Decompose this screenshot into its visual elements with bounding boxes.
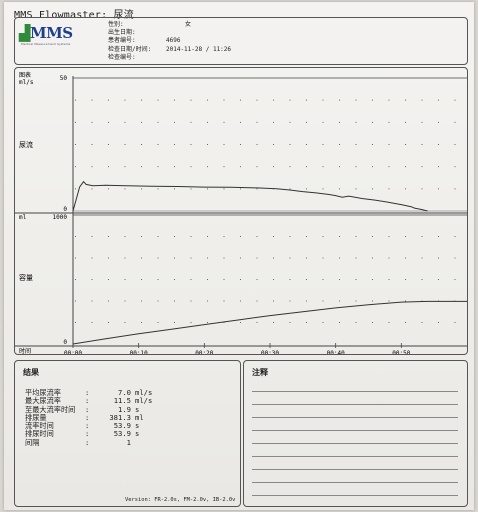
- patient-dob-row: 出生日期:: [108, 29, 231, 37]
- notes-panel: 注释: [243, 360, 468, 507]
- result-value: 7.0: [118, 388, 131, 397]
- field-label: 检查日期/时间:: [108, 45, 152, 53]
- report-page: MMS Flowmaster: 尿流 ▟MMS Medical Measurem…: [4, 2, 474, 510]
- result-label: 最大尿流率: [25, 396, 61, 406]
- time-tick-label: 00:10: [130, 350, 148, 354]
- result-unit: s: [135, 429, 140, 439]
- result-value: 53.9: [113, 429, 131, 439]
- result-colon: :: [85, 429, 90, 439]
- logo-text: MMS: [30, 24, 73, 42]
- result-unit: ml: [135, 412, 144, 422]
- result-colon: :: [85, 421, 90, 431]
- notes-line: [252, 456, 458, 457]
- result-unit: ml/s: [135, 396, 153, 406]
- time-axis-label: 时间: [19, 347, 31, 354]
- time-tick-label: 00:50: [392, 350, 410, 354]
- volume-unit-label: ml: [19, 214, 27, 221]
- patient-sex-row: 性别: 女: [108, 21, 231, 29]
- result-row: 排尿时间: 53.9 s: [25, 429, 152, 439]
- result-label: 排尿量: [25, 412, 47, 422]
- logo-mark-icon: ▟: [19, 24, 31, 42]
- time-tick-label: 00:00: [64, 350, 82, 354]
- result-unit: ml/s: [135, 388, 153, 397]
- field-value: 4696: [166, 37, 181, 45]
- notes-title: 注释: [252, 368, 268, 377]
- flow-axis-label: 尿流: [19, 140, 33, 149]
- volume-max-label: 1000: [53, 214, 68, 221]
- chart-grid: [15, 76, 467, 347]
- result-row: 间隔: 1: [25, 437, 152, 447]
- time-tick-label: 00:40: [327, 350, 345, 354]
- notes-line: [252, 417, 458, 418]
- result-value: 11.5: [113, 396, 131, 406]
- field-value: 女: [184, 21, 191, 28]
- result-unit: s: [135, 404, 140, 414]
- exam-datetime-row: 检查日期/时间: 2014-11-28 / 11:26: [108, 46, 231, 54]
- result-colon: :: [85, 404, 90, 414]
- notes-line: [252, 391, 458, 392]
- notes-line: [252, 404, 458, 405]
- result-label: 间隔: [25, 437, 40, 447]
- notes-line: [252, 430, 458, 431]
- result-row: 排尿量: 381.3 ml: [25, 412, 152, 422]
- result-unit: [131, 439, 135, 447]
- notes-line: [252, 495, 458, 496]
- result-row: 流率时间: 53.9 s: [25, 421, 152, 431]
- result-label: 流率时间: [25, 421, 54, 431]
- result-label: 平均尿流率: [25, 388, 61, 397]
- field-value: [158, 54, 166, 62]
- result-row: 最大尿流率: 11.5 ml/s: [25, 396, 153, 406]
- time-tick-label: 00:20: [195, 350, 213, 354]
- time-tick-labels: 00:00 00:10 00:20 00:30 00:40 00:50: [64, 343, 411, 354]
- result-label: 至最大流率时间: [25, 404, 76, 414]
- flow-min-label: 0: [63, 206, 67, 213]
- result-row: 至最大流率时间: 1.9 s: [25, 404, 152, 414]
- field-label: 性别:: [108, 21, 124, 28]
- result-colon: :: [85, 388, 90, 397]
- patient-info: 性别: 女 出生日期: 患者编号: 4696 检查日期/时间: 2014-11-…: [108, 21, 231, 62]
- flow-curve: [72, 180, 428, 212]
- flow-max-label: 50: [60, 75, 68, 82]
- notes-line: [252, 469, 458, 470]
- field-label: 检查编号:: [108, 53, 136, 61]
- logo-subtext: Medical Measurement Systems: [21, 42, 71, 46]
- result-value: 1.9: [118, 404, 131, 414]
- result-row: 平均尿流率: 7.0 ml/s: [25, 388, 153, 397]
- volume-min-label: 0: [63, 339, 67, 346]
- field-value: 2014-11-28 / 11:26: [166, 45, 232, 53]
- field-label: 出生日期:: [108, 29, 136, 37]
- result-colon: :: [85, 412, 90, 422]
- mms-logo: ▟MMS: [19, 24, 79, 44]
- volume-curve: [72, 300, 467, 345]
- result-colon: :: [85, 437, 90, 447]
- chart-panel: 图表 ml/s 50 尿流 0 ml 1000 容量 0 时间 00:00 00:…: [14, 67, 468, 355]
- flow-unit-label: ml/s: [19, 79, 34, 86]
- chart-lines: [72, 180, 467, 345]
- volume-axis-label: 容量: [19, 273, 33, 282]
- result-unit: s: [135, 421, 140, 431]
- time-tick-label: 00:30: [261, 350, 279, 354]
- notes-line: [252, 443, 458, 444]
- exam-id-row: 检查编号:: [108, 54, 231, 62]
- version-text: Version: FR-2.0s, FM-2.0v, IB-2.0v: [125, 497, 236, 503]
- results-title: 结果: [23, 368, 39, 377]
- field-value: [158, 29, 166, 37]
- patient-header: ▟MMS Medical Measurement Systems 性别: 女 出…: [14, 17, 468, 65]
- result-colon: :: [85, 396, 90, 406]
- uroflow-chart: 图表 ml/s 50 尿流 0 ml 1000 容量 0 时间 00:00 00:…: [15, 71, 467, 354]
- notes-line: [252, 482, 458, 483]
- result-value: 1: [126, 437, 131, 447]
- chart-section-label: 图表: [19, 71, 31, 79]
- result-label: 排尿时间: [25, 429, 54, 439]
- results-panel: 结果 平均尿流率: 7.0 ml/s 最大尿流率: 11.5 ml/s 至最大流率时…: [14, 360, 241, 507]
- document-title: MMS Flowmaster: 尿流: [14, 10, 134, 21]
- results-table: 平均尿流率: 7.0 ml/s 最大尿流率: 11.5 ml/s 至最大流率时间: …: [25, 388, 153, 447]
- result-value: 381.3: [109, 412, 131, 422]
- field-label: 患者编号:: [108, 37, 136, 45]
- patient-id-row: 患者编号: 4696: [108, 37, 231, 45]
- result-value: 53.9: [113, 421, 131, 431]
